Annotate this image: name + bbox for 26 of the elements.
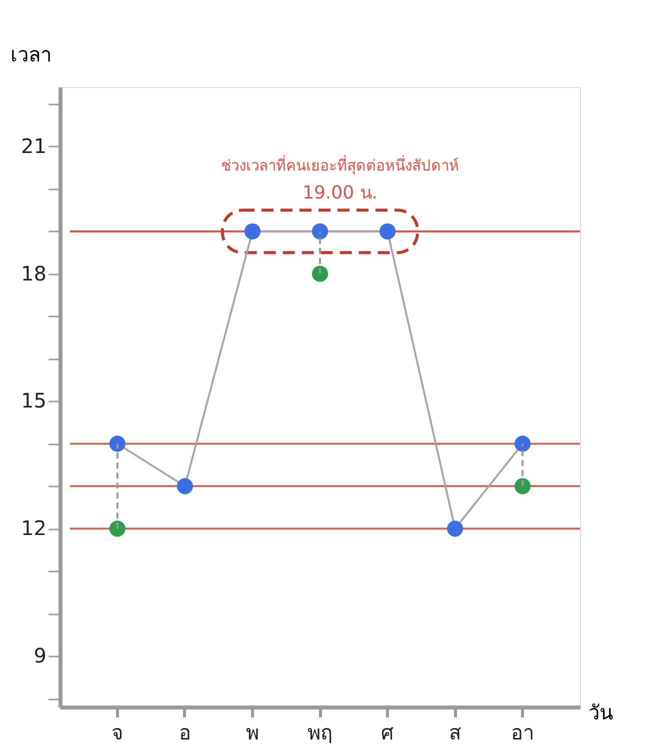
point [244, 223, 261, 240]
y-tick-label: 12 [21, 516, 46, 540]
x-tick-label: อ [178, 720, 191, 744]
x-tick-label: จ [111, 720, 124, 744]
point [514, 478, 531, 494]
point [447, 520, 464, 537]
annotation: ช่วงเวลาที่คนเยอะที่สุดต่อหนึ่งสัปดาห์ [221, 154, 459, 176]
point [109, 436, 126, 452]
point [312, 223, 328, 240]
y-axis-title: เวลา [10, 42, 52, 66]
y-tick-label: 18 [21, 261, 46, 286]
x-tick-label: อา [511, 720, 534, 744]
point [109, 520, 126, 537]
x-tick-label: พฤ [308, 720, 332, 744]
point [514, 436, 531, 452]
point [176, 478, 193, 494]
point [379, 223, 396, 240]
annotation: 19.00 น. [302, 182, 378, 204]
point [312, 266, 328, 282]
x-tick-label: พ [246, 720, 259, 744]
y-tick-label: 9 [34, 644, 46, 668]
x-axis-title: วัน [588, 700, 614, 724]
x-tick-label: ส [449, 720, 462, 744]
x-tick-label: ศ [381, 720, 394, 744]
y-tick-label: 15 [21, 388, 46, 413]
y-tick-label: 21 [21, 134, 46, 158]
